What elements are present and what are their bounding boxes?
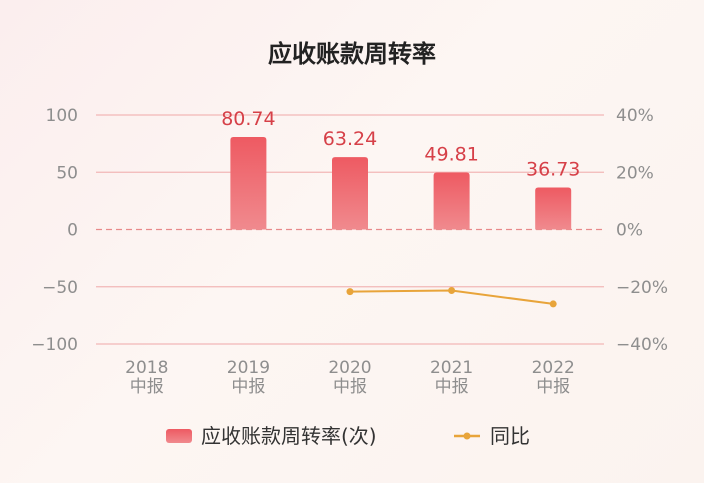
right-tick-label: −40% xyxy=(616,335,668,355)
category-label: 2019 中报 xyxy=(227,358,270,397)
right-tick-label: 40% xyxy=(616,106,654,126)
bar-data-label: 80.74 xyxy=(221,108,275,130)
bar-data-labels: 80.74 63.24 49.81 36.73 xyxy=(221,108,580,180)
legend-bar-label: 应收账款周转率(次) xyxy=(201,424,377,448)
chart-title: 应收账款周转率 xyxy=(268,40,436,68)
bar-data-label: 49.81 xyxy=(424,143,478,165)
bar-series xyxy=(230,137,572,230)
bar xyxy=(332,157,368,230)
legend: 应收账款周转率(次) 同比 xyxy=(166,424,530,448)
right-axis-ticks: 40% 20% 0% −20% −40% xyxy=(616,106,668,355)
yoy-point xyxy=(448,286,456,294)
category-label: 2018 中报 xyxy=(125,358,168,397)
yoy-point xyxy=(549,300,557,308)
category-label: 2022 中报 xyxy=(532,358,575,397)
bar xyxy=(433,172,470,230)
left-tick-label: 50 xyxy=(56,163,78,183)
category-label: 2021 中报 xyxy=(430,358,473,397)
bar xyxy=(230,137,267,230)
right-tick-label: 0% xyxy=(616,221,643,241)
left-tick-label: −50 xyxy=(42,278,78,298)
yoy-point xyxy=(346,288,354,296)
legend-line-marker xyxy=(463,432,471,440)
legend-bar-swatch xyxy=(166,429,192,443)
legend-line-label: 同比 xyxy=(490,424,530,448)
left-tick-label: 0 xyxy=(67,221,78,241)
bar-data-label: 36.73 xyxy=(526,158,580,180)
bar xyxy=(535,187,572,230)
left-axis-ticks: 100 50 0 −50 −100 xyxy=(31,106,78,355)
line-series xyxy=(346,286,557,308)
right-tick-label: −20% xyxy=(616,278,668,298)
bar-data-label: 63.24 xyxy=(323,128,377,150)
category-label: 2020 中报 xyxy=(328,358,371,397)
category-labels: 2018 中报 2019 中报 2020 中报 2021 中报 2022 中报 xyxy=(125,358,575,397)
left-tick-label: 100 xyxy=(46,106,78,126)
left-tick-label: −100 xyxy=(31,335,78,355)
right-tick-label: 20% xyxy=(616,163,654,183)
